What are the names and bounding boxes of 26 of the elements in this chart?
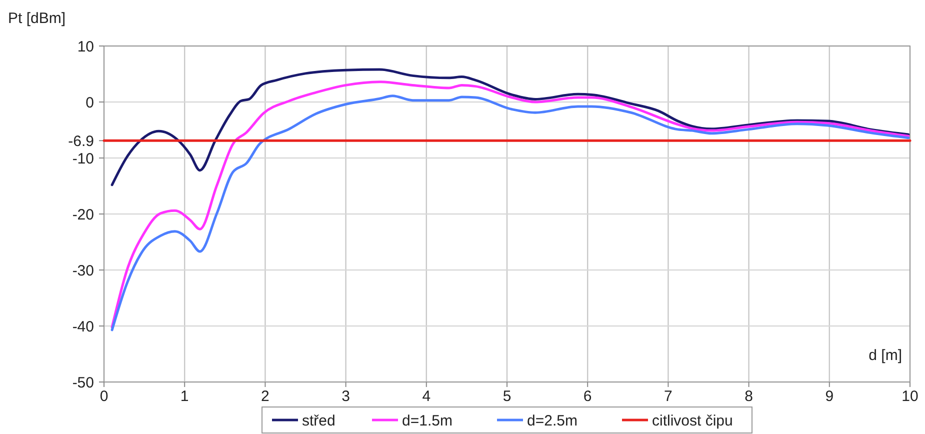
x-tick-label: 5 — [502, 388, 512, 405]
y-axis-title: Pt [dBm] — [8, 10, 66, 27]
legend-label: d=1.5m — [402, 412, 452, 430]
legend-label: střed — [302, 412, 336, 430]
x-tick-label: 2 — [261, 388, 270, 405]
x-axis-title: d [m] — [868, 347, 902, 364]
x-tick-label: 1 — [180, 388, 189, 405]
y-tick-label: -20 — [72, 206, 94, 224]
y-tick-label: -40 — [72, 318, 94, 336]
x-tick-label: 7 — [664, 388, 672, 405]
x-tick-label: 0 — [100, 388, 108, 405]
y-tick-label: 10 — [77, 38, 94, 56]
x-tick-label: 6 — [583, 388, 592, 405]
x-tick-label: 9 — [825, 388, 834, 405]
x-tick-label: 4 — [422, 388, 431, 405]
legend-label: d=2.5m — [527, 412, 578, 430]
y-tick-label: -30 — [72, 262, 94, 280]
x-tick-label: 8 — [744, 388, 753, 405]
y-tick-label: -10 — [72, 150, 94, 168]
x-tick-label: 10 — [902, 388, 918, 405]
line-series — [110, 68, 910, 186]
legend-label: citlivost čipu — [652, 412, 733, 430]
y-tick-label: -50 — [72, 374, 94, 392]
y-tick-label: 0 — [86, 94, 94, 112]
y-tick-label: -6.9 — [68, 132, 94, 150]
x-tick-label: 3 — [342, 388, 350, 405]
